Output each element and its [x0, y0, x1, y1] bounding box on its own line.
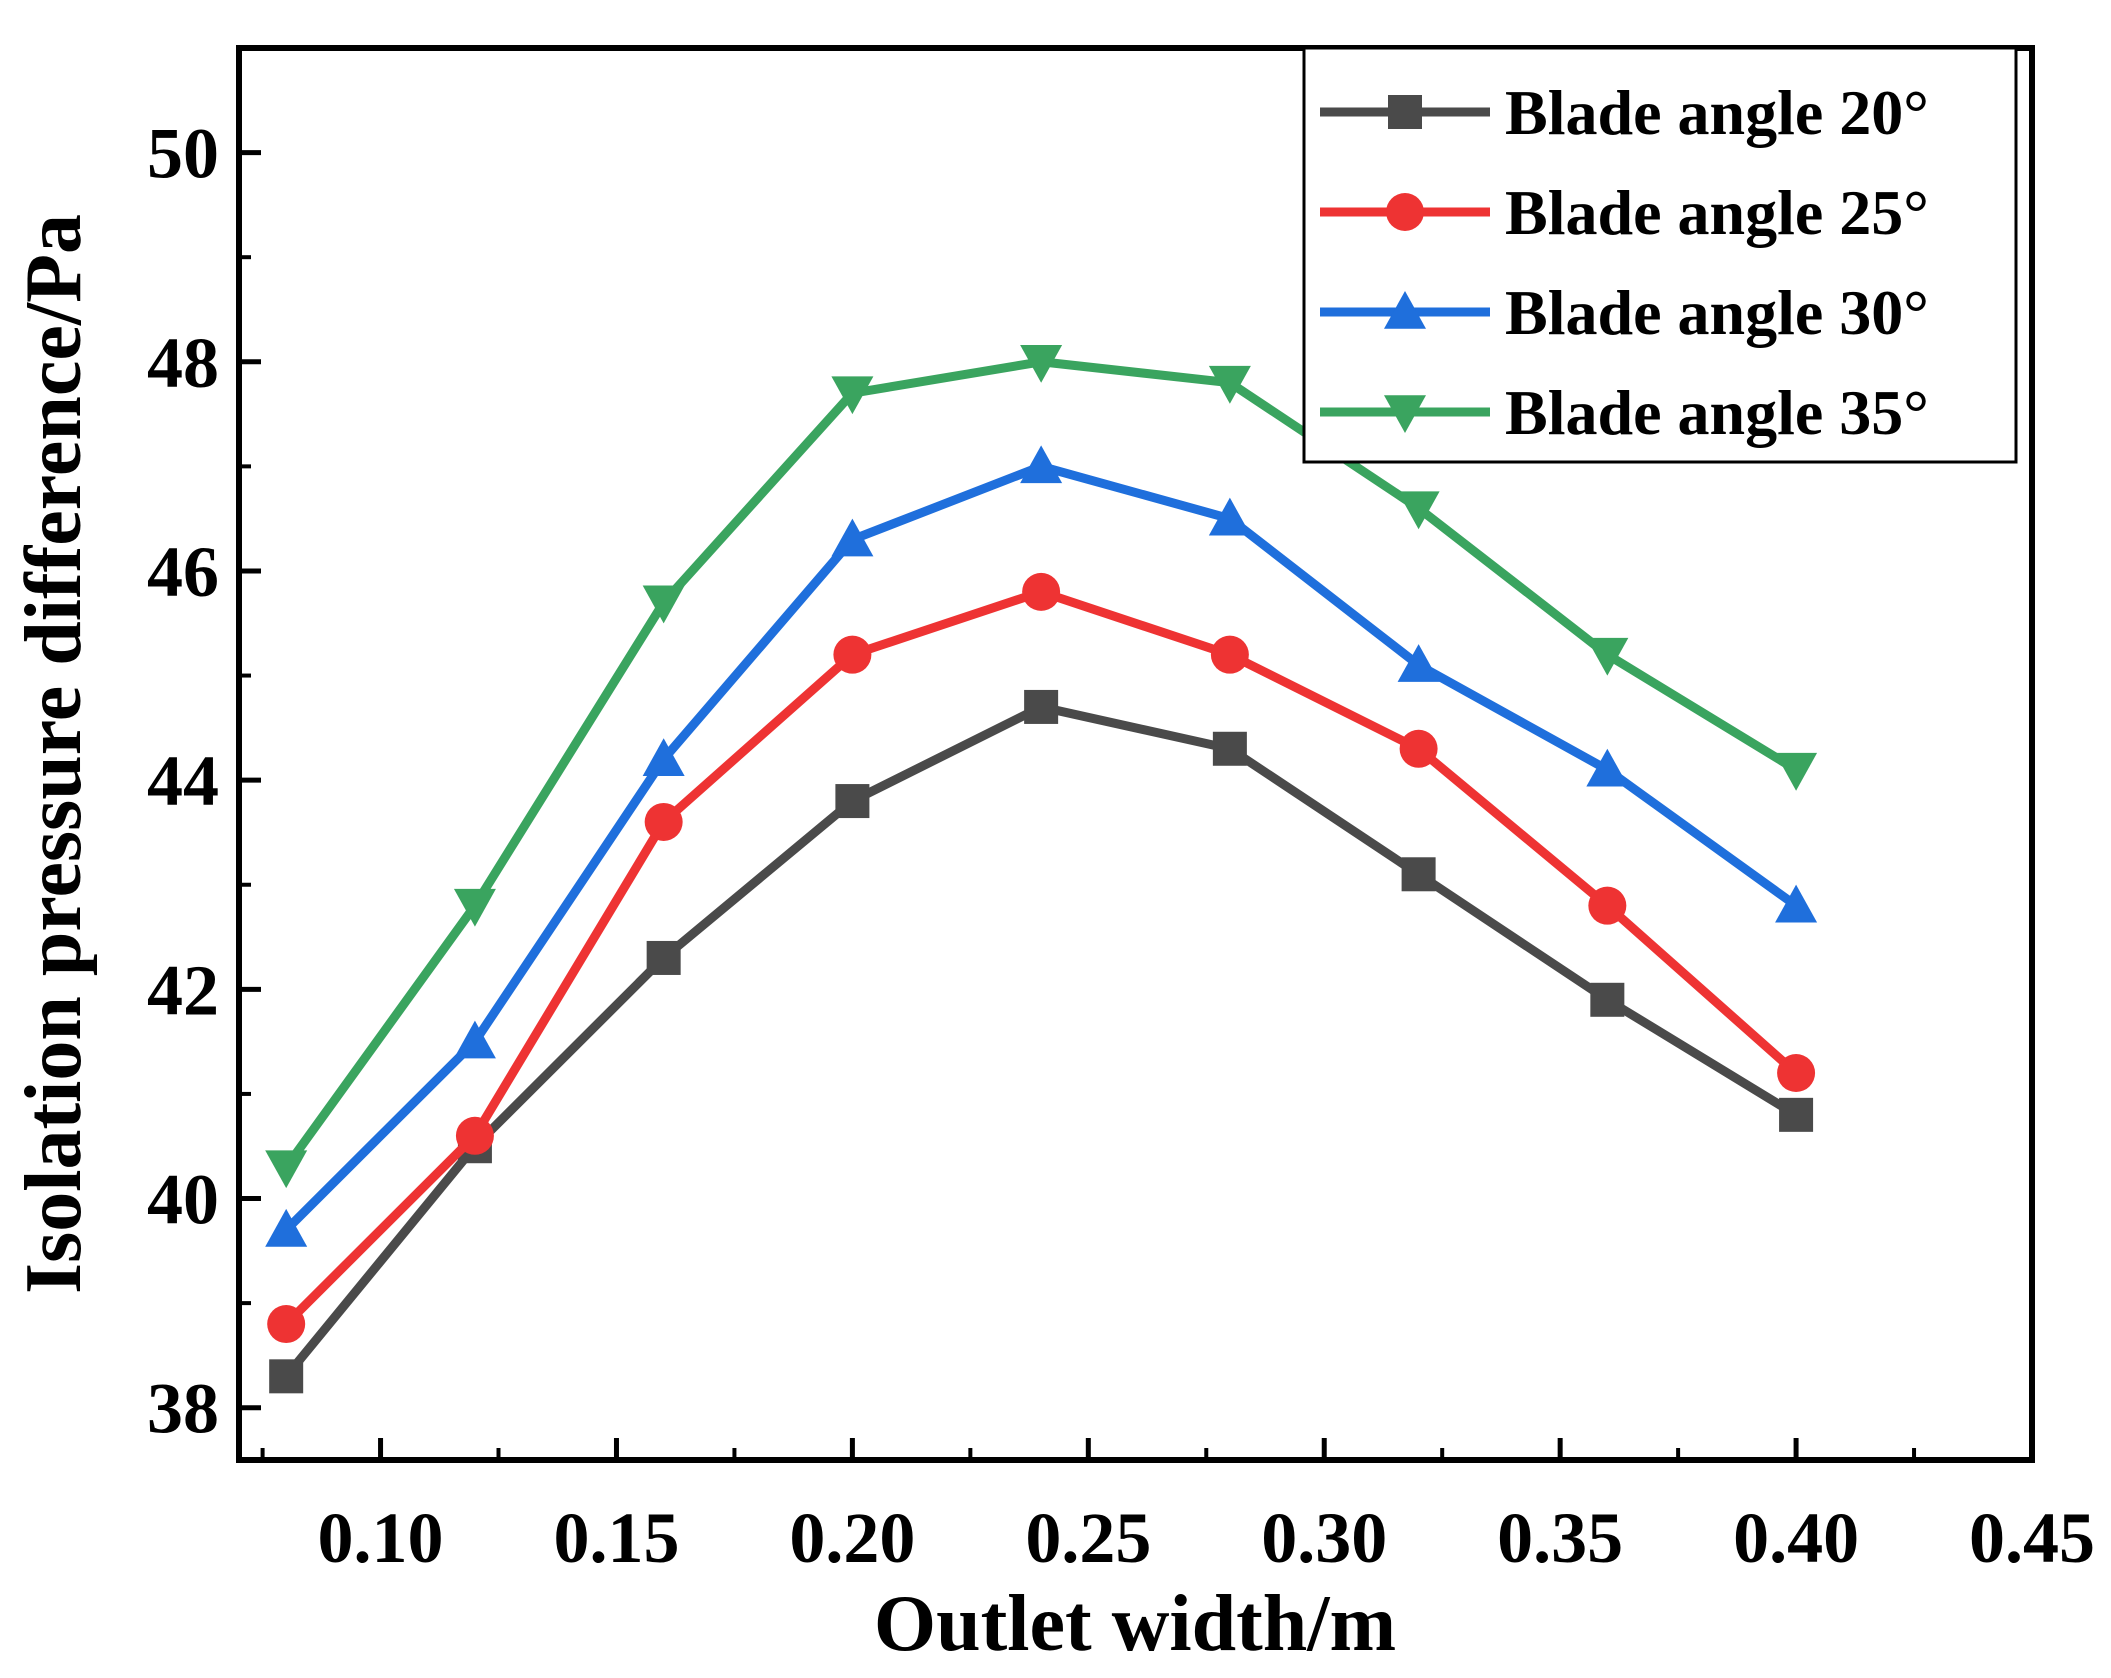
series-layer	[265, 344, 1818, 1394]
data-point	[1020, 344, 1063, 383]
legend-entry: Blade angle 20°	[1320, 77, 1929, 148]
y-tick-label: 42	[147, 950, 219, 1030]
legend-label: Blade angle 35°	[1505, 377, 1929, 448]
data-point	[1777, 1054, 1816, 1093]
x-tick-label: 0.45	[1969, 1498, 2095, 1578]
data-point	[1779, 1097, 1814, 1132]
data-point	[831, 518, 874, 557]
data-point	[1208, 365, 1251, 404]
legend: Blade angle 20° Blade angle 25° Blade angl…	[1302, 46, 2018, 464]
data-point	[1024, 689, 1059, 724]
legend-label: Blade angle 25°	[1505, 177, 1929, 248]
x-tick-label: 0.20	[789, 1498, 915, 1578]
data-point	[1590, 982, 1625, 1017]
series-4	[265, 344, 1818, 1189]
data-point	[1401, 857, 1436, 892]
series-1	[269, 689, 1814, 1394]
data-point	[1586, 748, 1629, 787]
data-point	[1020, 445, 1063, 484]
labels-layer: 0.10 0.15 0.20 0.25 0.30 0.35 0.40 0.45 38 40 42 44…	[147, 114, 2095, 1578]
x-tick-label: 0.35	[1497, 1498, 1623, 1578]
series-3	[265, 445, 1818, 1247]
data-point	[265, 1150, 308, 1189]
legend-entries: Blade angle 20° Blade angle 25° Blade angl…	[1320, 77, 1929, 448]
y-tick-label: 50	[147, 114, 219, 194]
data-point	[269, 1359, 304, 1394]
data-point	[1212, 731, 1247, 766]
data-point	[1586, 637, 1629, 676]
legend-marker	[1386, 193, 1424, 231]
data-point	[455, 1116, 494, 1155]
legend-entry: Blade angle 35°	[1320, 377, 1929, 448]
legend-entry: Blade angle 25°	[1320, 177, 1929, 248]
plot-frame	[236, 45, 2035, 1463]
data-point	[833, 635, 872, 674]
data-point	[646, 940, 681, 975]
data-point	[1397, 491, 1440, 530]
data-point	[1775, 884, 1818, 923]
data-point	[1210, 635, 1249, 674]
data-point	[453, 888, 496, 927]
y-tick-label: 40	[147, 1160, 219, 1240]
data-point	[1022, 572, 1061, 611]
y-tick-label: 46	[147, 532, 219, 612]
data-point	[835, 784, 870, 819]
legend-marker	[1384, 291, 1426, 329]
series-2	[267, 572, 1816, 1344]
data-point	[453, 1020, 496, 1059]
x-tick-label: 0.40	[1733, 1498, 1859, 1578]
x-axis-title: Outlet width/m	[874, 1580, 1396, 1668]
legend-box	[1302, 46, 2018, 464]
data-point	[1208, 497, 1251, 536]
legend-marker	[1388, 95, 1422, 129]
y-tick-label: 44	[147, 741, 219, 821]
data-point	[265, 1208, 308, 1247]
y-tick-label: 38	[147, 1369, 219, 1449]
data-point	[1399, 729, 1438, 768]
legend-label: Blade angle 30°	[1505, 277, 1929, 348]
x-tick-label: 0.25	[1025, 1498, 1151, 1578]
data-point	[644, 802, 683, 841]
data-point	[267, 1305, 306, 1344]
data-point	[642, 585, 685, 624]
data-point	[1588, 886, 1627, 925]
legend-entry: Blade angle 30°	[1320, 277, 1929, 348]
data-point	[642, 738, 685, 777]
y-tick-label: 48	[147, 323, 219, 403]
legend-label: Blade angle 20°	[1505, 77, 1929, 148]
x-tick-label: 0.15	[553, 1498, 679, 1578]
x-tick-label: 0.30	[1261, 1498, 1387, 1578]
data-point	[1775, 752, 1818, 791]
x-tick-label: 0.10	[318, 1498, 444, 1578]
y-axis-title: Isolation pressure difference/Pa	[10, 214, 98, 1294]
data-point	[1397, 644, 1440, 682]
legend-marker	[1384, 395, 1426, 433]
data-point	[831, 376, 874, 415]
